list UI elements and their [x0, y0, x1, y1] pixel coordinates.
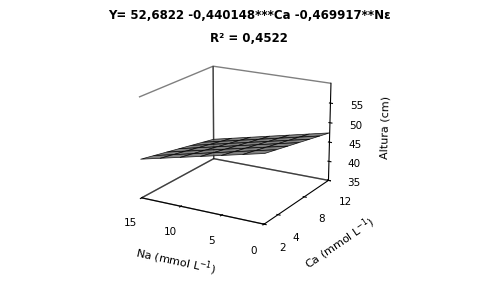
- Y-axis label: Ca (mmol L$^{-1}$): Ca (mmol L$^{-1}$): [301, 213, 378, 273]
- X-axis label: Na (mmol L$^{-1}$): Na (mmol L$^{-1}$): [134, 243, 217, 278]
- Text: R² = 0,4522: R² = 0,4522: [210, 32, 288, 45]
- Text: Y= 52,6822 -0,440148***Ca -0,469917**Nε: Y= 52,6822 -0,440148***Ca -0,469917**Nε: [108, 9, 390, 22]
